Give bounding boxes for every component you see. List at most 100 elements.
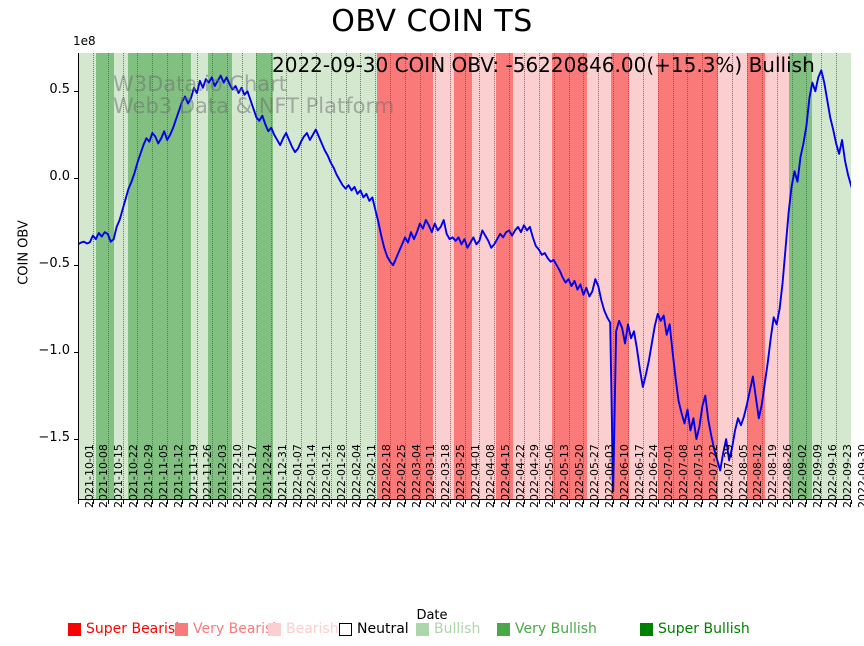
legend-swatch-icon <box>268 622 281 636</box>
x-tick-label: 2022-03-18 <box>439 444 453 508</box>
gridline-vertical <box>300 53 302 500</box>
gridline-vertical <box>122 53 124 500</box>
x-tick-mark <box>92 500 94 504</box>
gridline-vertical <box>806 53 808 500</box>
legend-label: Very Bearish <box>193 621 282 637</box>
gridline-vertical <box>821 53 823 500</box>
x-tick-label: 2021-12-24 <box>260 444 274 508</box>
gridline-vertical <box>375 53 377 500</box>
y-axis-label: COIN OBV <box>16 220 32 285</box>
legend-item-bullish[interactable]: Bullish <box>416 619 480 639</box>
gridline-vertical <box>776 53 778 500</box>
x-tick-mark <box>479 500 481 504</box>
x-tick-mark <box>836 500 838 504</box>
gridline-vertical <box>315 53 317 500</box>
regime-band-bullish <box>824 53 851 500</box>
legend-item-very-bearish[interactable]: Very Bearish <box>175 619 281 639</box>
gridline-vertical <box>761 53 763 500</box>
gridline-vertical <box>464 53 466 500</box>
gridline-vertical <box>613 53 615 500</box>
gridline-vertical <box>345 53 347 500</box>
gridline-vertical <box>182 53 184 500</box>
x-tick-label: 2022-04-15 <box>498 444 512 508</box>
gridline-vertical <box>405 53 407 500</box>
x-tick-label: 2022-07-22 <box>706 444 720 508</box>
legend-swatch-icon <box>175 622 188 636</box>
x-tick-mark <box>687 500 689 504</box>
regime-band-bearish <box>433 53 455 500</box>
x-tick-label: 2021-11-05 <box>156 444 170 508</box>
x-tick-mark <box>732 500 734 504</box>
x-tick-label: 2022-09-30 <box>855 444 864 508</box>
x-tick-mark <box>776 500 778 504</box>
gridline-vertical <box>553 53 555 500</box>
x-tick-label: 2022-03-11 <box>424 444 438 508</box>
gridline-vertical <box>196 53 198 500</box>
watermark-line-2: Web3 Data & NFT Platform <box>113 94 395 118</box>
x-tick-label: 2021-12-10 <box>231 444 245 508</box>
gridline-vertical <box>152 53 154 500</box>
x-tick-mark <box>390 500 392 504</box>
x-tick-label: 2021-10-29 <box>141 444 155 508</box>
x-tick-label: 2022-02-25 <box>394 444 408 508</box>
y-tick-mark <box>74 178 78 180</box>
x-tick-mark <box>613 500 615 504</box>
y-axis-exponent-label: 1e8 <box>73 34 96 48</box>
latest-value-annotation: 2022-09-30 COIN OBV: -56220846.00(+15.3%… <box>272 53 815 77</box>
gridline-vertical <box>92 53 94 500</box>
x-tick-mark <box>375 500 377 504</box>
x-tick-mark <box>851 500 852 504</box>
x-tick-mark <box>598 500 600 504</box>
legend-item-neutral[interactable]: Neutral <box>339 619 409 639</box>
x-tick-mark <box>628 500 630 504</box>
x-tick-mark <box>538 500 540 504</box>
y-tick-label: −1.5 <box>38 430 70 446</box>
legend-swatch-icon <box>416 622 429 636</box>
legend-item-super-bullish[interactable]: Super Bullish <box>640 619 750 639</box>
y-tick-label: −1.0 <box>38 343 70 359</box>
legend-swatch-icon <box>339 622 352 636</box>
x-tick-label: 2022-03-25 <box>454 444 468 508</box>
y-tick-mark <box>74 352 78 354</box>
x-tick-label: 2022-04-22 <box>513 444 527 508</box>
gridline-vertical <box>390 53 392 500</box>
gridline-vertical <box>107 53 109 500</box>
x-tick-label: 2021-10-15 <box>112 444 126 508</box>
x-tick-label: 2021-12-17 <box>246 444 260 508</box>
x-tick-mark <box>330 500 332 504</box>
x-tick-mark <box>196 500 198 504</box>
regime-band-very-bearish <box>551 53 588 500</box>
x-tick-label: 2021-12-31 <box>275 444 289 508</box>
x-tick-label: 2022-01-07 <box>290 444 304 508</box>
y-tick-label: −0.5 <box>38 256 70 272</box>
gridline-vertical <box>746 53 748 500</box>
x-tick-label: 2022-06-17 <box>632 444 646 508</box>
x-tick-mark <box>271 500 273 504</box>
regime-band-very-bullish <box>128 53 192 500</box>
x-tick-mark <box>405 500 407 504</box>
x-tick-label: 2021-11-26 <box>201 444 215 508</box>
x-tick-label: 2022-08-05 <box>736 444 750 508</box>
x-tick-mark <box>821 500 823 504</box>
x-tick-mark <box>523 500 525 504</box>
y-tick-mark <box>74 265 78 267</box>
gridline-vertical <box>509 53 511 500</box>
x-tick-label: 2021-10-01 <box>82 444 96 508</box>
legend-item-very-bullish[interactable]: Very Bullish <box>497 619 597 639</box>
gridline-vertical <box>419 53 421 500</box>
gridline-vertical <box>494 53 496 500</box>
x-tick-mark <box>746 500 748 504</box>
gridline-vertical <box>836 53 838 500</box>
legend-item-super-bearish[interactable]: Super Bearish <box>68 619 184 639</box>
gridline-vertical <box>286 53 288 500</box>
x-tick-label: 2022-08-19 <box>766 444 780 508</box>
gridline-vertical <box>717 53 719 500</box>
x-tick-label: 2022-04-01 <box>469 444 482 508</box>
legend-item-bearish[interactable]: Bearish <box>268 619 339 639</box>
gridline-vertical <box>167 53 169 500</box>
x-tick-mark <box>256 500 258 504</box>
regime-band-bullish <box>113 53 129 500</box>
gridline-vertical <box>271 53 273 500</box>
regime-band-very-bullish <box>255 53 275 500</box>
x-tick-label: 2022-02-11 <box>364 444 378 508</box>
